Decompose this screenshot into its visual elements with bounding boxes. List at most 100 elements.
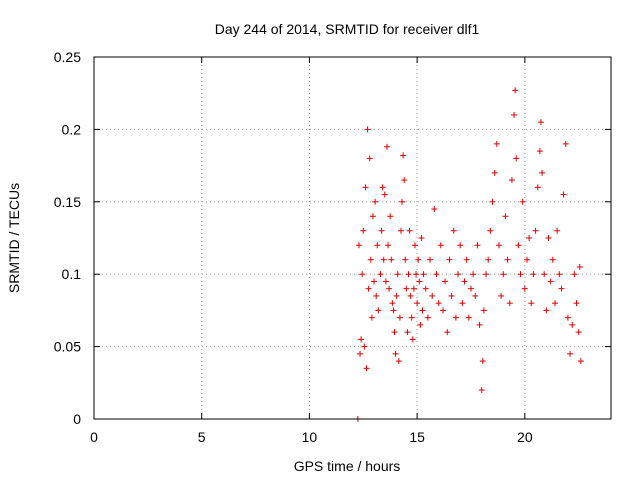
y-tick-label: 0.25 xyxy=(54,49,81,65)
data-point xyxy=(362,184,369,191)
data-point xyxy=(528,300,535,307)
data-point xyxy=(450,227,457,234)
data-point xyxy=(389,300,396,307)
data-point xyxy=(420,271,427,278)
data-point xyxy=(407,292,414,299)
data-point xyxy=(506,300,513,307)
data-point xyxy=(381,191,388,198)
data-point xyxy=(418,235,425,241)
data-point xyxy=(393,292,400,299)
data-point xyxy=(573,300,580,307)
axis-ticks: 0 5 10 15 20 0 0.05 0.1 0.15 0.2 0.25 xyxy=(54,49,611,445)
data-point xyxy=(577,358,584,365)
data-point xyxy=(500,271,507,278)
data-point xyxy=(455,271,462,278)
data-point xyxy=(422,285,429,292)
data-point xyxy=(498,292,505,299)
data-point xyxy=(355,242,362,249)
data-point xyxy=(463,256,470,263)
data-point xyxy=(416,278,423,285)
data-point xyxy=(493,140,500,147)
data-point xyxy=(424,314,431,321)
x-tick-label: 0 xyxy=(90,429,98,445)
data-point xyxy=(513,155,520,162)
data-point xyxy=(413,271,420,278)
data-point xyxy=(414,300,421,307)
data-point xyxy=(437,242,444,249)
data-point xyxy=(537,119,544,126)
data-point xyxy=(375,307,382,314)
y-axis-label: SRMTID / TECUs xyxy=(6,183,22,293)
data-point xyxy=(400,152,407,159)
data-point xyxy=(483,271,490,278)
data-point xyxy=(359,271,366,278)
data-point xyxy=(442,278,449,285)
data-point xyxy=(404,329,411,336)
data-point xyxy=(532,227,539,234)
y-tick-label: 0 xyxy=(73,411,81,427)
plot-frame xyxy=(93,56,612,420)
data-point xyxy=(405,271,412,278)
data-point xyxy=(562,140,569,147)
data-point xyxy=(396,314,403,321)
data-point xyxy=(357,350,364,357)
data-point xyxy=(358,336,365,343)
data-point xyxy=(467,285,474,292)
data-point xyxy=(551,300,558,307)
data-point xyxy=(448,292,455,299)
data-point xyxy=(472,292,479,299)
data-points xyxy=(354,87,584,422)
data-point xyxy=(361,343,368,350)
data-point xyxy=(526,235,533,241)
data-point xyxy=(374,242,381,249)
data-point xyxy=(391,329,398,336)
data-point xyxy=(476,321,483,328)
data-point xyxy=(383,143,390,150)
x-tick-label: 20 xyxy=(517,429,533,445)
data-point xyxy=(431,206,438,213)
data-point xyxy=(367,256,374,263)
data-point xyxy=(408,314,415,321)
data-point xyxy=(536,148,543,155)
data-point xyxy=(368,314,375,321)
data-point xyxy=(502,213,509,220)
x-axis-label: GPS time / hours xyxy=(294,458,401,474)
data-point xyxy=(575,329,582,336)
data-point xyxy=(547,278,554,285)
data-point xyxy=(364,126,371,133)
chart-title: Day 244 of 2014, SRMTID for receiver dlf… xyxy=(215,21,480,37)
data-point xyxy=(365,285,372,292)
data-point xyxy=(478,387,485,394)
data-point xyxy=(399,198,406,205)
data-point xyxy=(487,227,494,234)
data-point xyxy=(571,271,578,278)
grid xyxy=(94,57,611,419)
data-point xyxy=(369,213,376,220)
data-point xyxy=(433,271,440,278)
data-point xyxy=(429,292,436,299)
data-point xyxy=(409,336,416,343)
data-point xyxy=(401,177,408,184)
y-tick-label: 0.1 xyxy=(62,266,82,282)
data-point xyxy=(554,227,561,234)
data-point xyxy=(372,198,379,205)
data-point xyxy=(495,242,502,249)
data-point xyxy=(373,292,380,299)
data-point xyxy=(457,242,464,249)
data-point xyxy=(459,300,466,307)
data-point xyxy=(564,314,571,321)
data-point xyxy=(508,177,515,184)
data-point xyxy=(410,285,417,292)
data-point xyxy=(379,184,386,191)
data-point xyxy=(385,242,392,249)
data-point xyxy=(452,314,459,321)
data-point xyxy=(378,227,385,234)
data-point xyxy=(394,271,401,278)
data-point xyxy=(427,256,434,263)
data-point xyxy=(371,278,378,285)
data-point xyxy=(446,256,453,263)
data-point xyxy=(504,256,511,263)
data-point xyxy=(523,256,530,263)
data-point xyxy=(556,271,563,278)
data-point xyxy=(517,271,524,278)
